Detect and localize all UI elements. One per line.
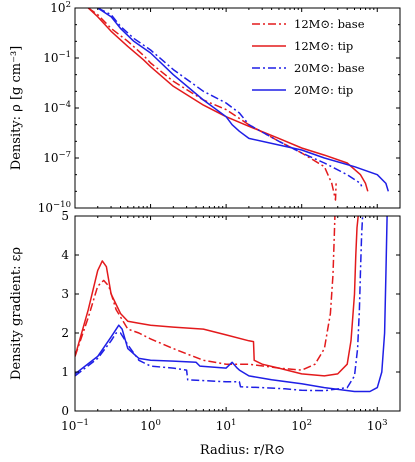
gradient-y-tick-label: 1 bbox=[61, 365, 69, 379]
gradient-y-tick-label: 2 bbox=[61, 326, 69, 340]
legend-label-s20t: 20M⊙: tip bbox=[294, 83, 353, 97]
top-line-s20t bbox=[97, 8, 390, 192]
bottom-line-s20t bbox=[75, 216, 388, 393]
density-series-group bbox=[87, 8, 390, 201]
density-y-tick-label: 102 bbox=[50, 0, 71, 15]
density-y-tick-label: 10−10 bbox=[38, 200, 71, 215]
gradient-y-tick-label: 5 bbox=[61, 209, 69, 223]
gradient-plot-frame bbox=[74, 215, 401, 412]
x-tick-label: 100 bbox=[140, 418, 161, 433]
bottom-line-s20b bbox=[75, 216, 364, 392]
gradient-y-tick-label: 3 bbox=[61, 287, 69, 301]
legend-label-s12b: 12M⊙: base bbox=[294, 17, 365, 31]
top-line-s12b bbox=[87, 8, 337, 201]
density-plot-frame bbox=[74, 7, 401, 209]
density-y-tick-label: 10−4 bbox=[43, 100, 71, 115]
legend: 12M⊙: base 12M⊙: tip 20M⊙: base 20M⊙: tip bbox=[252, 17, 365, 97]
density-y-tick-label: 10−1 bbox=[43, 50, 71, 65]
x-tick-label: 102 bbox=[291, 418, 312, 433]
density-y-tick-label: 10−7 bbox=[43, 150, 71, 165]
density-ticks-group: 102 10−1 10−4 10−7 10−10 bbox=[38, 0, 401, 215]
x-tick-label: 103 bbox=[367, 418, 388, 433]
x-tick-label: 101 bbox=[216, 418, 237, 433]
density-panel: 102 10−1 10−4 10−7 10−10 Density: ρ [g cm⁻³]… bbox=[9, 0, 401, 215]
gradient-panel: 10−1 100 101 102 103 0 1 2 3 4 5 Density gradient:… bbox=[9, 209, 401, 458]
legend-label-s20b: 20M⊙: base bbox=[294, 61, 365, 75]
density-ylabel: Density: ρ [g cm⁻³] bbox=[9, 46, 24, 170]
bottom-line-s12b bbox=[75, 216, 336, 371]
top-line-s20b bbox=[97, 8, 363, 187]
gradient-ticks-group: 10−1 100 101 102 103 0 1 2 3 4 5 bbox=[61, 209, 401, 433]
gradient-y-tick-label: 0 bbox=[61, 404, 69, 418]
gradient-y-tick-label: 4 bbox=[61, 248, 69, 262]
bottom-line-s12t bbox=[75, 216, 359, 377]
radius-xlabel: Radius: r/R⊙ bbox=[200, 443, 285, 458]
legend-label-s12t: 12M⊙: tip bbox=[294, 39, 353, 53]
x-tick-label: 10−1 bbox=[61, 418, 89, 433]
gradient-series-group bbox=[75, 216, 388, 393]
gradient-ylabel: Density gradient: ερ bbox=[9, 247, 24, 380]
